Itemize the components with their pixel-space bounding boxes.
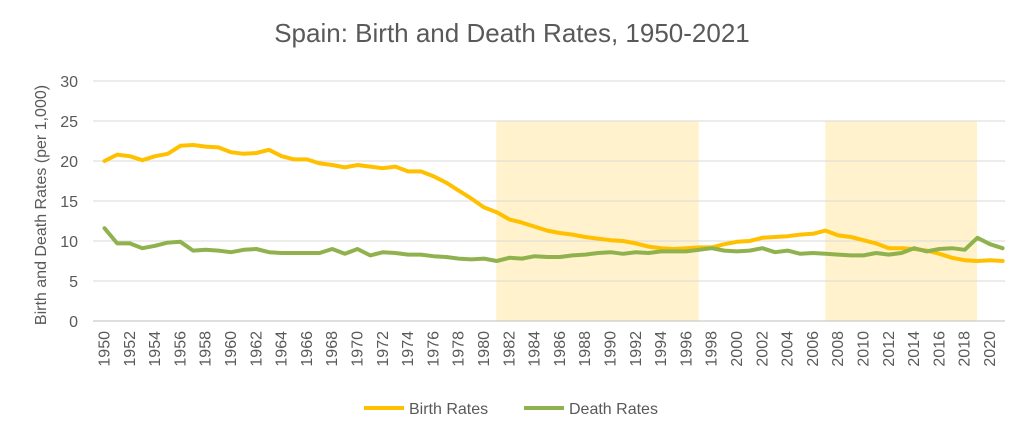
series-line-death-rates [102,226,1005,263]
x-tick-label: 2006 [805,331,822,367]
shaded-region-1 [496,121,699,321]
shaded-region-2 [825,121,978,321]
x-tick-label: 1970 [350,331,367,367]
x-tick-label: 1966 [299,331,316,367]
x-tick-label: 2018 [957,331,974,367]
y-tick-label: 25 [60,114,78,131]
x-tick-label: 1960 [223,331,240,367]
x-tick-label: 1988 [577,331,594,367]
y-tick-label: 5 [69,274,78,291]
y-axis-label: Birth and Death Rates (per 1,000) [33,85,50,325]
series-line-birth-rates [102,143,1005,263]
x-tick-label: 1994 [653,331,670,367]
x-tick-label: 2002 [754,331,771,367]
x-tick-label: 1998 [704,331,721,367]
x-tick-label: 1984 [527,331,544,367]
y-axis-ticks: 0 5 10 15 20 25 30 [60,74,78,331]
x-tick-label: 1950 [97,331,114,367]
chart-title: Spain: Birth and Death Rates, 1950-2021 [274,18,750,48]
gridlines [93,80,1005,322]
y-tick-label: 30 [60,74,78,91]
x-tick-label: 1992 [628,331,645,367]
x-tick-label: 2012 [881,331,898,367]
x-tick-label: 1954 [147,331,164,367]
y-tick-label: 15 [60,194,78,211]
x-tick-label: 1986 [552,331,569,367]
shaded-regions [496,121,978,321]
y-tick-label: 10 [60,234,78,251]
series-lines [102,143,1005,263]
x-tick-label: 1982 [501,331,518,367]
x-axis-ticks: 1950 1952 1954 1956 1958 1960 1962 1964 1966 1968… [97,331,1000,367]
x-tick-label: 2010 [856,331,873,367]
x-tick-label: 1980 [476,331,493,367]
x-tick-label: 2016 [931,331,948,367]
x-tick-label: 2004 [780,331,797,367]
x-tick-label: 1952 [122,331,139,367]
x-tick-label: 1974 [400,331,417,367]
x-tick-label: 1972 [375,331,392,367]
x-tick-label: 1976 [425,331,442,367]
x-tick-label: 2008 [830,331,847,367]
legend-label-birth-rates: Birth Rates [409,401,488,418]
x-tick-label: 2000 [729,331,746,367]
x-tick-label: 1990 [603,331,620,367]
x-tick-label: 1968 [324,331,341,367]
x-tick-label: 2014 [906,331,923,367]
x-tick-label: 1964 [274,331,291,367]
x-tick-label: 1962 [248,331,265,367]
x-tick-label: 2020 [982,331,999,367]
x-tick-label: 1956 [172,331,189,367]
x-tick-label: 1978 [451,331,468,367]
legend-label-death-rates: Death Rates [569,401,658,418]
legend: Birth Rates Death Rates [364,401,658,418]
y-tick-label: 0 [69,314,78,331]
y-tick-label: 20 [60,154,78,171]
x-tick-label: 1958 [198,331,215,367]
x-tick-label: 1996 [678,331,695,367]
